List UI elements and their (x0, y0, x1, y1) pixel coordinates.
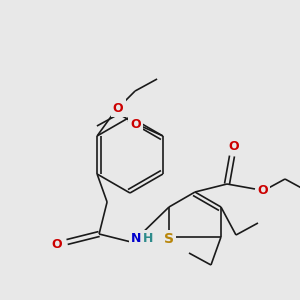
Text: S: S (164, 232, 174, 246)
Text: N: N (131, 232, 141, 245)
Text: O: O (130, 118, 141, 130)
Text: O: O (52, 238, 62, 250)
Text: O: O (113, 101, 123, 115)
Text: H: H (143, 232, 153, 245)
Text: O: O (229, 140, 239, 152)
Text: O: O (258, 184, 268, 197)
